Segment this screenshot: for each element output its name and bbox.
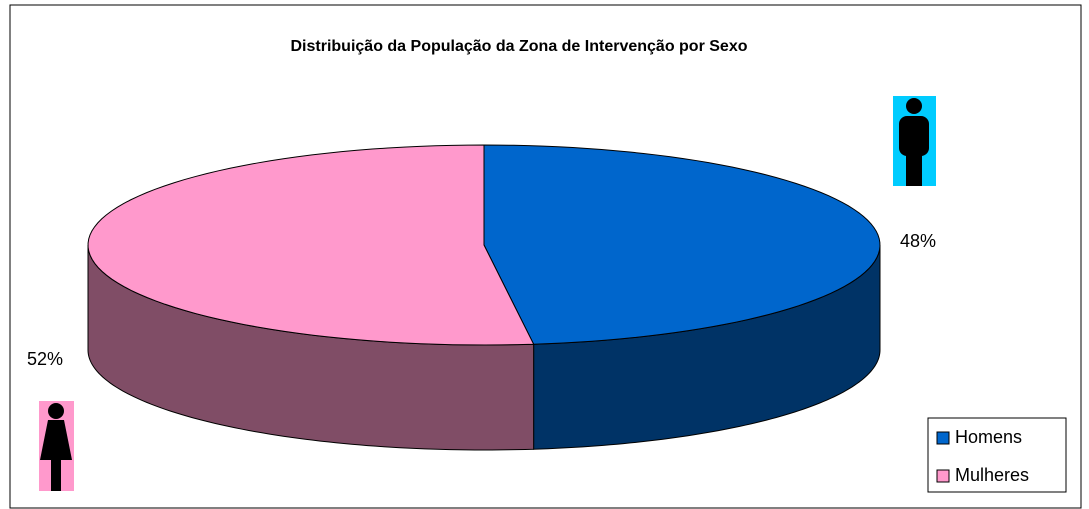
legend-label: Mulheres [955, 465, 1029, 485]
legend-swatch [936, 431, 950, 445]
legend-box [927, 417, 1067, 493]
data-label: 52% [27, 349, 63, 369]
legend-label: Homens [955, 427, 1022, 447]
man-icon [893, 96, 936, 186]
chart-title: Distribuição da População da Zona de Int… [291, 38, 748, 55]
woman-icon [39, 401, 74, 491]
legend-swatch [936, 469, 950, 483]
data-label: 48% [900, 231, 936, 251]
pie-slice [87, 144, 535, 346]
pie-slice [483, 144, 881, 345]
